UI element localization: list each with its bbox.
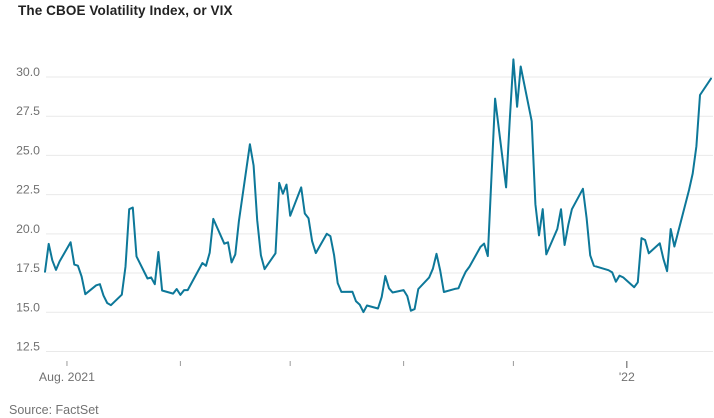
vix-series-line — [44, 58, 712, 314]
source-note: Source: FactSet — [9, 403, 99, 417]
x-axis-label: Aug. 2021 — [39, 370, 95, 384]
y-axis-label: 15.0 — [16, 300, 40, 314]
chart-title: The CBOE Volatility Index, or VIX — [18, 3, 233, 18]
y-axis-label: 27.5 — [16, 104, 40, 118]
y-axis-label: 20.0 — [16, 222, 40, 236]
y-axis-label: 30.0 — [16, 65, 40, 79]
y-axis-label: 25.0 — [16, 143, 40, 157]
y-axis-label: 17.5 — [16, 261, 40, 275]
y-axis-label: 12.5 — [16, 339, 40, 353]
x-axis-label: '22 — [619, 370, 635, 384]
y-axis-label: 22.5 — [16, 183, 40, 197]
